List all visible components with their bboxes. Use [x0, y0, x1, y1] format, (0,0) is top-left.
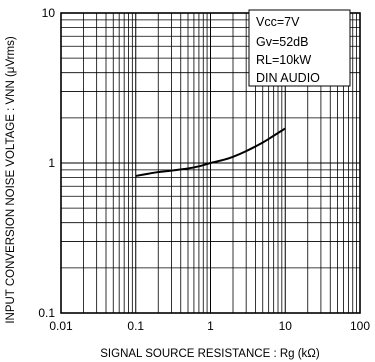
condition-gain: Gv=52dB: [256, 35, 308, 49]
conditions-legend: Vcc=7V Gv=52dB RL=10kW DIN AUDIO: [248, 9, 351, 87]
y-axis-label: INPUT CONVERSION NOISE VOLTAGE : VNN (μV…: [5, 36, 17, 324]
plot-border: [60, 12, 361, 314]
condition-filter: DIN AUDIO: [256, 71, 320, 85]
x-tick-label: 1: [207, 319, 214, 333]
conditions-box: [248, 9, 351, 87]
x-axis-label: SIGNAL SOURCE RESISTANCE : Rg (kΩ): [100, 348, 320, 360]
noise-voltage-curve: [135, 127, 286, 177]
x-tick-labels: 0.01 0.1 1 10 100: [49, 319, 370, 333]
condition-load: RL=10kW: [256, 53, 311, 67]
y-tick-label: 0.1: [38, 306, 55, 320]
y-tick-label: 10: [42, 6, 56, 20]
grid: [60, 13, 360, 314]
series-layer: [135, 127, 286, 177]
y-tick-label: 1: [48, 156, 55, 170]
x-tick-label: 0.01: [49, 319, 73, 333]
y-tick-labels: 0.1 1 10: [38, 6, 55, 320]
x-tick-label: 10: [279, 319, 293, 333]
plot-frame: [60, 12, 361, 314]
x-tick-label: 100: [350, 319, 370, 333]
x-tick-label: 0.1: [127, 319, 144, 333]
condition-vcc: Vcc=7V: [256, 15, 300, 29]
